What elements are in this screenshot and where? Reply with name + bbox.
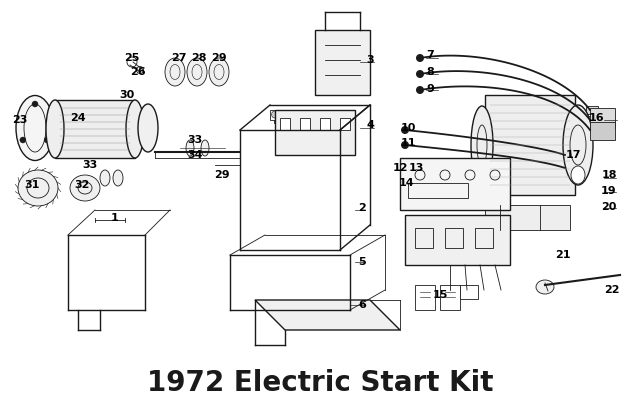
Bar — [295, 109, 305, 119]
Polygon shape — [55, 100, 135, 158]
Bar — [415, 228, 433, 248]
Bar — [561, 164, 573, 172]
Bar — [445, 228, 463, 248]
Ellipse shape — [16, 95, 54, 160]
Ellipse shape — [209, 58, 229, 86]
Text: 17: 17 — [565, 150, 580, 160]
Text: 8: 8 — [426, 67, 434, 77]
Text: 28: 28 — [191, 53, 207, 63]
Text: 29: 29 — [214, 170, 230, 180]
Text: 33: 33 — [188, 135, 203, 145]
Text: 9: 9 — [426, 84, 434, 94]
Ellipse shape — [165, 58, 185, 86]
Circle shape — [401, 126, 409, 134]
Ellipse shape — [70, 175, 100, 201]
Bar — [275, 110, 355, 155]
Polygon shape — [294, 113, 302, 122]
Ellipse shape — [471, 106, 493, 184]
Bar — [561, 151, 573, 159]
Bar — [475, 228, 493, 248]
Circle shape — [271, 111, 278, 118]
Text: 16: 16 — [589, 113, 605, 123]
Bar — [440, 285, 460, 310]
Bar — [590, 122, 615, 140]
Ellipse shape — [187, 58, 207, 86]
Bar — [280, 118, 290, 130]
Text: 5: 5 — [358, 257, 366, 267]
Text: 34: 34 — [188, 150, 203, 160]
Bar — [320, 109, 330, 119]
Text: 3: 3 — [366, 55, 374, 65]
Polygon shape — [400, 158, 510, 210]
Circle shape — [416, 54, 424, 62]
Text: 21: 21 — [556, 250, 571, 260]
Bar — [586, 116, 598, 124]
Text: 23: 23 — [12, 115, 28, 125]
Text: 11: 11 — [400, 138, 416, 148]
Text: 14: 14 — [399, 178, 415, 188]
Text: 15: 15 — [432, 290, 448, 300]
Polygon shape — [274, 113, 282, 122]
Bar — [586, 106, 598, 114]
Circle shape — [401, 141, 409, 149]
Text: 2: 2 — [358, 203, 366, 213]
Bar — [586, 126, 598, 134]
Ellipse shape — [138, 104, 158, 152]
Bar — [340, 118, 350, 130]
Text: 22: 22 — [604, 285, 620, 295]
Polygon shape — [314, 113, 322, 122]
Text: 12: 12 — [392, 163, 408, 173]
Ellipse shape — [113, 170, 123, 186]
Circle shape — [416, 86, 424, 94]
Text: 29: 29 — [211, 53, 227, 63]
Text: 26: 26 — [130, 67, 146, 77]
Text: 13: 13 — [408, 163, 424, 173]
Bar — [300, 118, 310, 130]
Circle shape — [32, 101, 38, 107]
Bar — [485, 95, 575, 195]
Text: 1972 Electric Start Kit: 1972 Electric Start Kit — [147, 369, 493, 397]
Text: 30: 30 — [120, 90, 134, 100]
Ellipse shape — [186, 140, 194, 156]
Bar — [320, 118, 330, 130]
Circle shape — [321, 111, 328, 118]
Ellipse shape — [563, 105, 593, 185]
Text: 24: 24 — [70, 113, 86, 123]
Text: 1: 1 — [111, 213, 119, 223]
Bar — [408, 183, 468, 198]
Ellipse shape — [201, 140, 209, 156]
Text: 31: 31 — [24, 180, 40, 190]
Ellipse shape — [18, 170, 58, 206]
Text: 27: 27 — [172, 53, 187, 63]
Polygon shape — [255, 300, 400, 330]
Ellipse shape — [100, 170, 110, 186]
Text: 4: 4 — [366, 120, 374, 130]
Text: 10: 10 — [400, 123, 416, 133]
Ellipse shape — [126, 100, 144, 158]
Polygon shape — [405, 215, 510, 265]
Text: 6: 6 — [358, 300, 366, 310]
Ellipse shape — [571, 166, 585, 184]
Bar — [270, 109, 280, 119]
Text: 18: 18 — [601, 170, 617, 180]
Text: 32: 32 — [74, 180, 90, 190]
Circle shape — [296, 111, 303, 118]
Circle shape — [20, 137, 26, 143]
Bar — [485, 205, 570, 230]
Polygon shape — [334, 113, 342, 122]
Circle shape — [44, 137, 50, 143]
Bar — [415, 285, 435, 310]
Bar — [590, 108, 615, 128]
Circle shape — [416, 70, 424, 78]
Bar — [460, 285, 478, 299]
Text: 19: 19 — [601, 186, 617, 196]
Text: 20: 20 — [602, 202, 617, 212]
Ellipse shape — [46, 100, 64, 158]
Bar — [315, 30, 370, 95]
Text: 33: 33 — [83, 160, 98, 170]
Text: 7: 7 — [426, 50, 434, 60]
Ellipse shape — [536, 280, 554, 294]
Text: 25: 25 — [124, 53, 140, 63]
